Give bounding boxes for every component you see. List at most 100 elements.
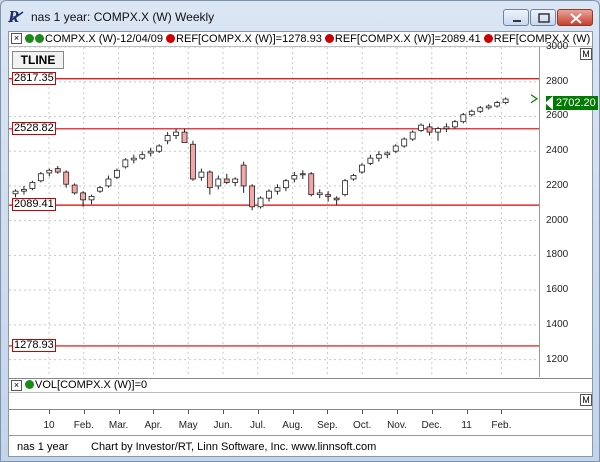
volume-legend-text: VOL[COMPX.X (W)]=0 (35, 379, 148, 391)
price-tick-label: 2600 (546, 110, 569, 122)
candle-body (392, 145, 399, 152)
date-axis[interactable]: 10 Feb. Mar. Apr. May Jun. Jul. Aug. Sep. Oct. Nov… (9, 409, 592, 435)
candle-body (181, 131, 188, 143)
close-icon (570, 13, 582, 24)
price-tick-label: 1200 (546, 353, 569, 365)
legend-item-text: REF[COMPX.X (W) (493, 33, 591, 45)
candle-body (54, 168, 61, 173)
candle-body (37, 173, 44, 182)
date-tick-mark (118, 410, 120, 414)
volume-pane-close-button[interactable]: × (11, 380, 22, 391)
candle-body (29, 182, 36, 189)
volume-pane-m-button[interactable]: M (580, 394, 592, 406)
candle-body (460, 114, 467, 123)
candle-body (105, 178, 112, 187)
date-tick-mark (223, 410, 224, 414)
candle-body (257, 197, 264, 208)
date-tick-label: Feb. (491, 420, 512, 431)
candle-body (375, 154, 382, 159)
price-tick-label: 2800 (546, 75, 569, 87)
date-tick-mark (292, 410, 294, 414)
price-axis[interactable]: 3000 2800 2600 2400 2200 2000 1800 1600 1400 1200 (539, 41, 592, 377)
candle-body (249, 185, 256, 208)
candle-body (190, 143, 196, 180)
legend-dot-icon (35, 34, 44, 43)
candle-body (12, 190, 19, 195)
title-bar[interactable]: R nas 1 year: COMPX.X (W) Weekly (1, 1, 599, 31)
price-pane-header: × COMPX.X (W)-12/04/09 REF[COMPX.X (W)]=… (9, 32, 592, 47)
candle-body (122, 159, 129, 168)
date-tick-label: Apr. (144, 420, 163, 431)
close-button[interactable] (557, 9, 593, 26)
date-tick-mark (431, 410, 433, 414)
candle-body (409, 131, 416, 140)
status-bar: nas 1 year Chart by Investor/RT, Linn So… (9, 435, 592, 456)
price-pane-legend: COMPX.X (W)-12/04/09 REF[COMPX.X (W)]=12… (25, 33, 590, 45)
date-tick-mark (188, 410, 190, 414)
candle-body (156, 145, 163, 152)
date-tick-mark (49, 410, 50, 414)
price-chart[interactable] (9, 47, 539, 377)
date-tick-label: Sep. (317, 420, 338, 431)
maximize-icon (538, 13, 550, 23)
candle-body (316, 192, 323, 196)
candle-body (502, 98, 509, 103)
candle-body (282, 180, 289, 189)
price-arrow-icon (530, 94, 539, 104)
legend-dot-icon (483, 34, 493, 43)
date-tick-mark (397, 410, 398, 414)
volume-pane[interactable] (9, 393, 592, 409)
date-tick-label: Feb. (73, 420, 94, 431)
tline-button[interactable]: TLINE (12, 51, 64, 69)
volume-dot-icon (25, 380, 34, 389)
date-tick-mark (83, 410, 85, 414)
chart-area: × COMPX.X (W)-12/04/09 REF[COMPX.X (W)]=… (8, 31, 598, 457)
candle-body (206, 171, 213, 189)
date-tick-label: Jul. (250, 420, 266, 431)
legend-item-text: REF[COMPX.X (W)]=1278.93 (176, 33, 325, 45)
legend-item-text: COMPX.X (W)-12/04/09 (45, 33, 167, 45)
candle-body (164, 135, 171, 142)
candle-body (451, 121, 458, 128)
candle-body (240, 164, 247, 187)
candle-body (401, 138, 408, 147)
date-tick-label: 10 (43, 420, 55, 431)
date-tick-mark (501, 410, 503, 414)
candle-body (325, 194, 332, 197)
candle-body (130, 157, 137, 161)
candle-body (426, 126, 433, 133)
reference-line-label: 2817.35 (12, 71, 56, 85)
candle-body (418, 124, 425, 131)
price-tick-label: 3000 (546, 41, 569, 52)
candle-body (80, 192, 86, 201)
candle-body (477, 107, 484, 112)
candle-body (173, 131, 179, 136)
candle-body (367, 157, 374, 164)
legend-dot-icon (25, 34, 34, 43)
date-tick-mark (466, 410, 468, 414)
candle-body (468, 110, 475, 116)
candle-body (232, 178, 239, 183)
candle-body (350, 175, 357, 180)
price-pane-close-button[interactable]: × (11, 33, 22, 44)
date-tick-label: Jun. (213, 420, 233, 431)
maximize-button[interactable] (530, 9, 556, 26)
price-tick-label: 1400 (546, 318, 569, 330)
minimize-icon (513, 20, 521, 22)
date-tick-mark (327, 410, 329, 414)
candle-body (71, 184, 78, 194)
candle-body (46, 169, 53, 174)
price-tick-label: 2400 (546, 145, 569, 157)
candle-body (485, 105, 492, 109)
minimize-button[interactable] (503, 9, 529, 26)
candle-body (435, 128, 441, 133)
candle-body (494, 102, 501, 107)
candle-body (266, 190, 272, 199)
candle-body (97, 187, 103, 192)
reference-line-label: 2089.41 (12, 198, 56, 212)
price-pane-m-button[interactable]: M (580, 48, 592, 60)
candle-body (291, 175, 298, 180)
candle-body (147, 150, 154, 154)
candle-body (215, 178, 222, 187)
candle-body (359, 164, 365, 173)
